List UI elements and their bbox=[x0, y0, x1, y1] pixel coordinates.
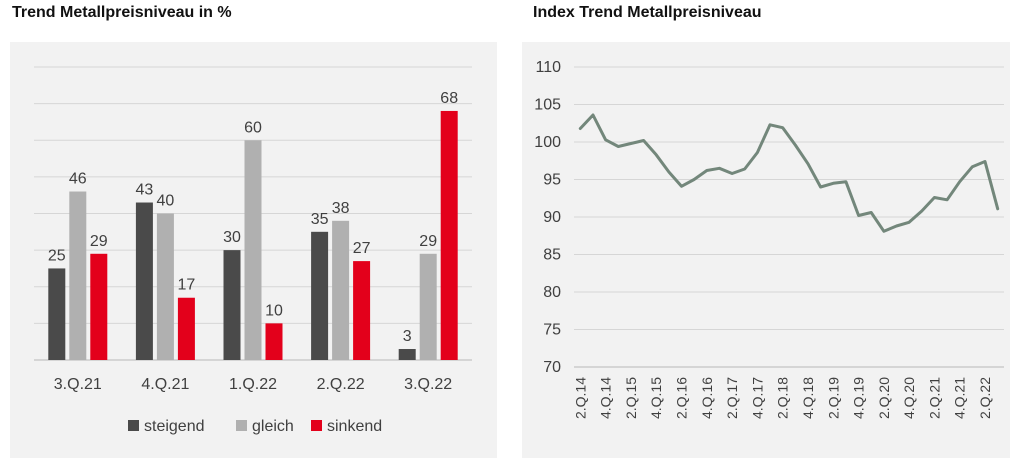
y-tick-label: 110 bbox=[535, 59, 561, 76]
y-tick-label: 95 bbox=[543, 172, 561, 189]
bar-chart-title: Trend Metallpreisniveau in % bbox=[12, 4, 232, 21]
x-tick-label: 2.Q.14 bbox=[572, 377, 588, 419]
bar-gleich bbox=[244, 140, 262, 360]
category-label: 3.Q.22 bbox=[404, 376, 452, 393]
bar-chart-panel: 25 46 29 3.Q.21 43 40 17 4.Q.21 30 60 10 1.Q.22 35 38… bbox=[10, 42, 497, 458]
legend-label-steigend: steigend bbox=[144, 418, 205, 435]
line-chart: 110 105 100 95 90 85 80 75 70 2.Q.14 4.Q.14 2.Q.15 4… bbox=[534, 59, 1004, 419]
bar-steigend bbox=[223, 250, 241, 360]
x-tick-label: 2.Q.16 bbox=[674, 377, 690, 419]
bar-sinkend bbox=[265, 323, 283, 360]
bar-steigend bbox=[398, 349, 416, 360]
bar-gleich bbox=[156, 213, 174, 360]
line-chart-panel: 110 105 100 95 90 85 80 75 70 2.Q.14 4.Q.14 2.Q.15 4… bbox=[522, 42, 1010, 458]
x-tick-label: 4.Q.14 bbox=[598, 377, 614, 419]
data-label: 46 bbox=[69, 171, 87, 188]
data-label: 10 bbox=[265, 302, 283, 319]
x-tick-label: 4.Q.21 bbox=[952, 377, 968, 419]
y-tick-label: 100 bbox=[534, 134, 561, 151]
x-tick-label: 2.Q.22 bbox=[977, 377, 993, 419]
x-tick-label: 4.Q.15 bbox=[648, 377, 664, 419]
index-line bbox=[578, 113, 1000, 233]
legend-swatch-gleich bbox=[236, 420, 247, 431]
data-label: 29 bbox=[90, 233, 108, 250]
y-tick-label: 90 bbox=[543, 209, 561, 226]
x-tick-label: 4.Q.17 bbox=[749, 377, 765, 419]
y-tick-label: 105 bbox=[534, 97, 561, 114]
x-tick-label: 2.Q.15 bbox=[623, 377, 639, 419]
data-label: 27 bbox=[353, 240, 371, 257]
x-tick-label: 2.Q.21 bbox=[926, 377, 942, 419]
legend-label-gleich: gleich bbox=[252, 418, 294, 435]
data-label: 3 bbox=[403, 328, 412, 345]
category-label: 1.Q.22 bbox=[229, 376, 277, 393]
x-tick-label: 2.Q.17 bbox=[724, 377, 740, 419]
data-label: 68 bbox=[440, 90, 458, 107]
x-tick-label: 2.Q.18 bbox=[775, 377, 791, 419]
data-label: 38 bbox=[332, 200, 350, 217]
x-tick-label: 4.Q.19 bbox=[851, 377, 867, 419]
line-chart-title: Index Trend Metallpreisniveau bbox=[533, 4, 762, 21]
data-label: 29 bbox=[419, 233, 437, 250]
data-label: 35 bbox=[311, 211, 329, 228]
legend-swatch-steigend bbox=[128, 420, 139, 431]
bar-sinkend bbox=[177, 297, 195, 360]
x-tick-label: 2.Q.19 bbox=[825, 377, 841, 419]
legend-swatch-sinkend bbox=[311, 420, 322, 431]
y-tick-label: 85 bbox=[543, 247, 561, 264]
x-tick-label: 4.Q.20 bbox=[901, 377, 917, 419]
data-label: 43 bbox=[136, 182, 154, 199]
category-label: 3.Q.21 bbox=[54, 376, 102, 393]
bar-steigend bbox=[311, 231, 329, 360]
bar-sinkend bbox=[90, 253, 108, 360]
category-label: 2.Q.22 bbox=[317, 376, 365, 393]
y-tick-label: 70 bbox=[543, 359, 561, 376]
category-label: 4.Q.21 bbox=[141, 376, 189, 393]
legend-label-sinkend: sinkend bbox=[327, 418, 382, 435]
x-tick-label: 4.Q.16 bbox=[699, 377, 715, 419]
bar-gleich bbox=[419, 253, 437, 360]
bar-sinkend bbox=[353, 261, 371, 360]
bar-gleich bbox=[69, 191, 87, 360]
bar-steigend bbox=[135, 202, 153, 360]
data-label: 40 bbox=[157, 193, 175, 210]
bar-sinkend bbox=[440, 110, 458, 360]
data-label: 60 bbox=[244, 119, 262, 136]
data-label: 30 bbox=[223, 229, 241, 246]
data-label: 25 bbox=[48, 247, 66, 264]
x-tick-label: 4.Q.18 bbox=[800, 377, 816, 419]
y-tick-label: 80 bbox=[543, 284, 561, 301]
bar-gleich bbox=[332, 220, 350, 360]
y-tick-label: 75 bbox=[543, 322, 561, 339]
x-tick-label: 2.Q.20 bbox=[876, 377, 892, 419]
data-label: 17 bbox=[178, 277, 196, 294]
bar-steigend bbox=[48, 268, 66, 360]
